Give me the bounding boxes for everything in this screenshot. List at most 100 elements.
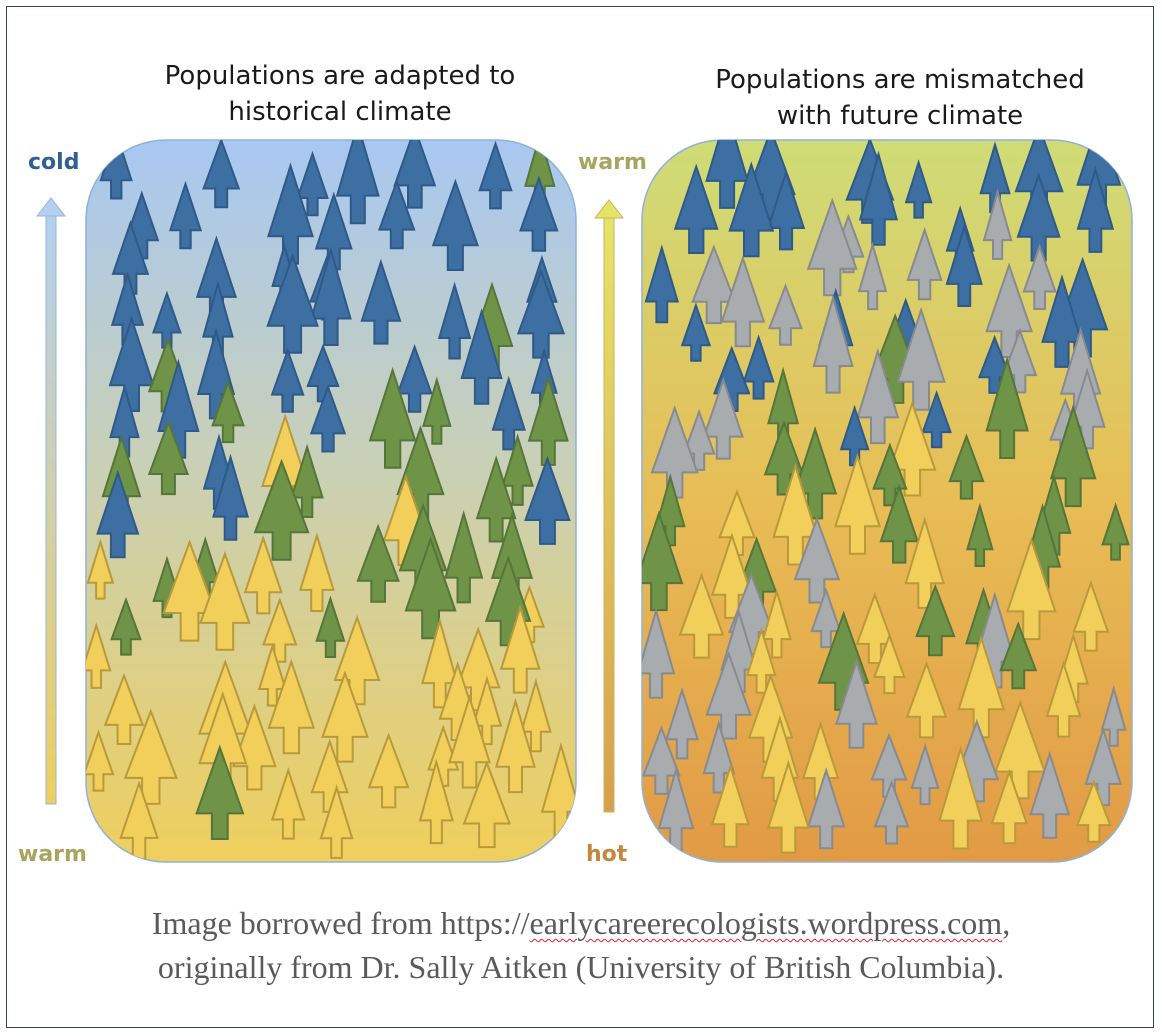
tree-icon bbox=[96, 469, 140, 559]
tree-icon bbox=[494, 697, 536, 794]
tree-icon bbox=[524, 455, 571, 545]
tree-icon bbox=[872, 442, 908, 507]
tree-icon bbox=[834, 452, 881, 555]
tree-icon bbox=[728, 161, 775, 258]
tree-icon bbox=[202, 140, 241, 209]
tree-icon bbox=[856, 347, 900, 445]
tree-icon bbox=[906, 226, 943, 301]
right-panel-title: Populations are mismatched with future c… bbox=[650, 62, 1150, 134]
tree-icon bbox=[266, 253, 319, 354]
right-bottom-label: hot bbox=[586, 842, 628, 867]
tree-icon bbox=[437, 281, 472, 360]
tree-icon bbox=[195, 744, 245, 840]
tree-icon bbox=[1022, 243, 1057, 310]
left-top-label: cold bbox=[28, 150, 80, 175]
caption-line-2: originally from Dr. Sally Aitken (Univer… bbox=[157, 949, 1005, 985]
tree-icon bbox=[673, 163, 719, 254]
tree-icon bbox=[904, 159, 933, 219]
right-title-line1: Populations are mismatched bbox=[715, 65, 1085, 95]
tree-icon bbox=[86, 729, 115, 792]
tree-icon bbox=[746, 626, 777, 694]
tree-icon bbox=[1076, 165, 1115, 253]
tree-icon bbox=[985, 356, 1029, 459]
tree-icon bbox=[491, 375, 526, 451]
tree-icon bbox=[367, 732, 410, 809]
right-climate-arrow bbox=[593, 199, 625, 813]
tree-icon bbox=[253, 458, 310, 561]
tree-icon bbox=[368, 366, 417, 469]
tree-icon bbox=[806, 197, 858, 297]
right-title-line2: with future climate bbox=[776, 101, 1024, 131]
left-bottom-label: warm bbox=[18, 842, 87, 867]
tree-icon bbox=[793, 516, 841, 604]
tree-icon bbox=[1072, 579, 1110, 652]
tree-icon bbox=[147, 419, 190, 496]
tree-icon bbox=[812, 294, 854, 394]
tree-icon bbox=[994, 699, 1047, 800]
tree-icon bbox=[243, 535, 283, 615]
caption-suffix: , bbox=[1002, 905, 1011, 941]
left-panel-title: Populations are adapted to historical cl… bbox=[100, 58, 580, 130]
tree-icon bbox=[985, 262, 1033, 358]
left-trees bbox=[86, 140, 576, 861]
tree-icon bbox=[462, 760, 512, 849]
tree-icon bbox=[319, 784, 354, 859]
tree-icon bbox=[499, 604, 541, 694]
tree-icon bbox=[86, 622, 112, 689]
tree-icon bbox=[644, 244, 680, 324]
tree-icon bbox=[938, 745, 984, 850]
tree-icon bbox=[915, 583, 956, 657]
tree-icon bbox=[806, 767, 846, 850]
tree-icon bbox=[110, 596, 142, 656]
tree-icon bbox=[360, 258, 402, 345]
tree-icon bbox=[99, 140, 133, 200]
tree-icon bbox=[298, 532, 335, 612]
tree-icon bbox=[767, 283, 803, 346]
tree-icon bbox=[665, 686, 699, 760]
tree-icon bbox=[857, 241, 888, 311]
tree-icon bbox=[1045, 659, 1082, 738]
tree-icon bbox=[982, 188, 1013, 260]
tree-icon bbox=[642, 607, 676, 699]
tree-icon bbox=[966, 502, 994, 567]
tree-icon bbox=[321, 670, 369, 763]
tree-icon bbox=[335, 140, 380, 225]
tree-icon bbox=[309, 383, 347, 453]
tree-icon bbox=[262, 597, 298, 663]
tree-icon bbox=[315, 595, 346, 658]
tree-icon bbox=[904, 516, 945, 609]
tree-icon bbox=[270, 767, 306, 840]
tree-icon bbox=[377, 178, 416, 250]
tree-icon bbox=[767, 759, 810, 854]
tree-icon bbox=[460, 308, 503, 405]
tree-icon bbox=[905, 660, 948, 739]
tree-icon bbox=[86, 538, 115, 600]
tree-icon bbox=[1075, 779, 1112, 843]
tree-icon bbox=[267, 658, 316, 755]
tree-icon bbox=[404, 536, 457, 640]
tree-icon bbox=[516, 268, 566, 359]
tree-icon bbox=[418, 758, 454, 845]
tree-icon bbox=[270, 347, 305, 413]
tree-icon bbox=[211, 379, 245, 444]
tree-icon bbox=[478, 140, 513, 210]
tree-icon bbox=[720, 255, 766, 348]
tree-icon bbox=[705, 650, 752, 740]
tree-icon bbox=[710, 763, 750, 848]
figure-frame bbox=[6, 6, 1154, 1028]
left-title-line1: Populations are adapted to bbox=[164, 61, 516, 91]
tree-icon bbox=[835, 658, 878, 749]
tree-icon bbox=[519, 175, 559, 252]
tree-icon bbox=[103, 672, 145, 745]
tree-icon bbox=[921, 390, 952, 449]
tree-icon bbox=[999, 621, 1038, 690]
tree-icon bbox=[910, 742, 940, 806]
tree-icon bbox=[444, 509, 484, 604]
source-link[interactable]: earlycareerecologists.wordpress.com bbox=[529, 905, 1003, 941]
left-climate-arrow bbox=[35, 197, 67, 805]
right-trees bbox=[642, 140, 1130, 854]
tree-icon bbox=[990, 768, 1028, 845]
tree-icon bbox=[945, 223, 983, 307]
tree-icon bbox=[858, 150, 899, 246]
